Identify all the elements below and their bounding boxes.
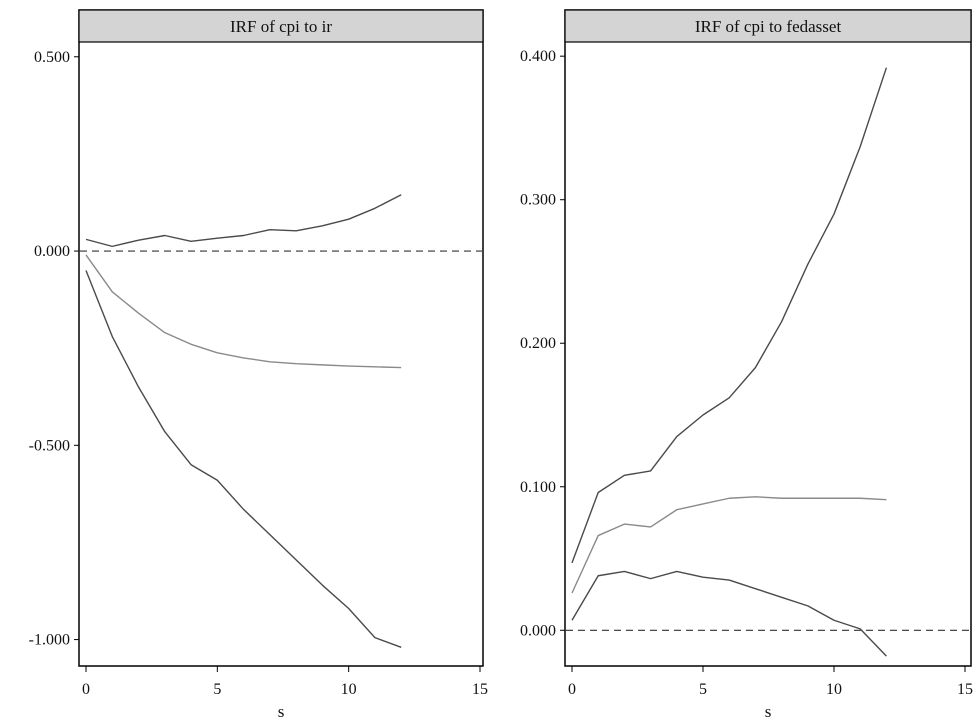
series-line-lower-ir — [85, 270, 402, 648]
panel-irf-cpi-ir: IRF of cpi to ir 0.5000.000-0.500-1.000 … — [29, 9, 488, 721]
x-tick-label-ir-3: 15 — [472, 681, 488, 698]
series-line-lower-fedasset — [571, 570, 887, 657]
plot-area-ir — [80, 194, 482, 648]
y-tick-label-fedasset-1: 0.300 — [520, 192, 556, 209]
y-axis-ir: 0.500 0.000 -0.500 -1.000 — [29, 49, 79, 649]
panel-irf-cpi-fedasset: IRF of cpi to fedasset 0.4000.3000.2000.… — [520, 9, 973, 721]
panel-header-ir — [78, 9, 484, 43]
series-line-upper-fedasset — [571, 67, 888, 564]
panel-title-fedasset: IRF of cpi to fedasset — [695, 17, 842, 36]
y-tick-label-ir-1: 0.000 — [34, 243, 70, 260]
y-tick-label-fedasset-0: 0.400 — [520, 48, 556, 65]
x-axis-label-ir: s — [278, 702, 285, 721]
plot-area-fedasset — [566, 67, 970, 657]
x-tick-label-fedasset-1: 5 — [699, 681, 707, 698]
x-tick-label-fedasset-3: 15 — [957, 681, 973, 698]
y-tick-label-ir-3: -1.000 — [29, 632, 70, 649]
plot-frame-ir — [78, 9, 484, 667]
x-tick-label-fedasset-2: 10 — [826, 681, 842, 698]
series-line-irf-fedasset — [571, 496, 887, 594]
y-tick-label-fedasset-4: 0.000 — [520, 622, 556, 639]
panel-header-fedasset — [564, 9, 972, 43]
y-tick-label-ir-0: 0.500 — [34, 49, 70, 66]
x-tick-label-ir-1: 5 — [213, 681, 221, 698]
x-tick-label-ir-2: 10 — [341, 681, 357, 698]
x-axis-fedasset: 0 5 10 15 — [568, 666, 973, 698]
y-tick-label-ir-2: -0.500 — [29, 437, 70, 454]
x-axis-ir: 0 5 10 15 — [82, 666, 488, 698]
y-axis-fedasset: 0.400 0.300 0.200 0.100 0.000 — [520, 48, 565, 639]
x-tick-label-fedasset-0: 0 — [568, 681, 576, 698]
series-line-irf-ir — [85, 254, 402, 369]
series-line-upper-ir — [85, 194, 402, 248]
plot-frame-fedasset — [564, 9, 972, 667]
x-axis-label-fedasset: s — [765, 702, 772, 721]
x-tick-label-ir-0: 0 — [82, 681, 90, 698]
panel-title-ir: IRF of cpi to ir — [230, 17, 332, 36]
y-tick-label-fedasset-3: 0.100 — [520, 479, 556, 496]
y-tick-label-fedasset-2: 0.200 — [520, 335, 556, 352]
